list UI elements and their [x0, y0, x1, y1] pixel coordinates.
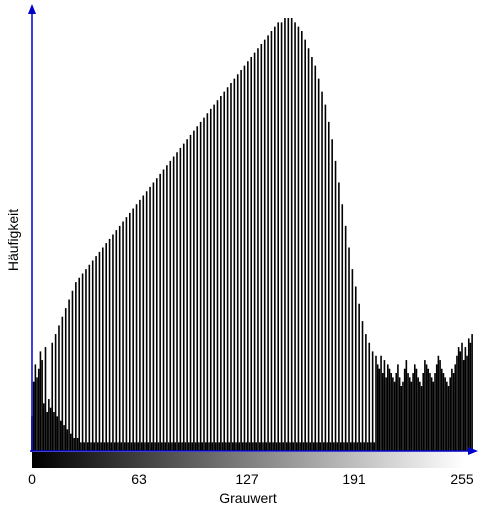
x-tick-label: 127	[235, 471, 259, 487]
x-tick-label: 255	[450, 471, 474, 487]
y-axis-label: Häufigkeit	[5, 209, 21, 271]
y-axis-arrow	[28, 4, 36, 14]
x-axis-label: Grauwert	[219, 490, 277, 506]
x-tick-label: 0	[28, 471, 36, 487]
x-tick-label: 191	[342, 471, 366, 487]
grayscale-gradient-bar	[32, 452, 464, 468]
x-tick-labels: 0 63 127 191 255	[28, 471, 474, 487]
x-axis-arrow	[468, 447, 478, 455]
x-tick-label: 63	[131, 471, 147, 487]
histogram-bars	[31, 18, 473, 451]
